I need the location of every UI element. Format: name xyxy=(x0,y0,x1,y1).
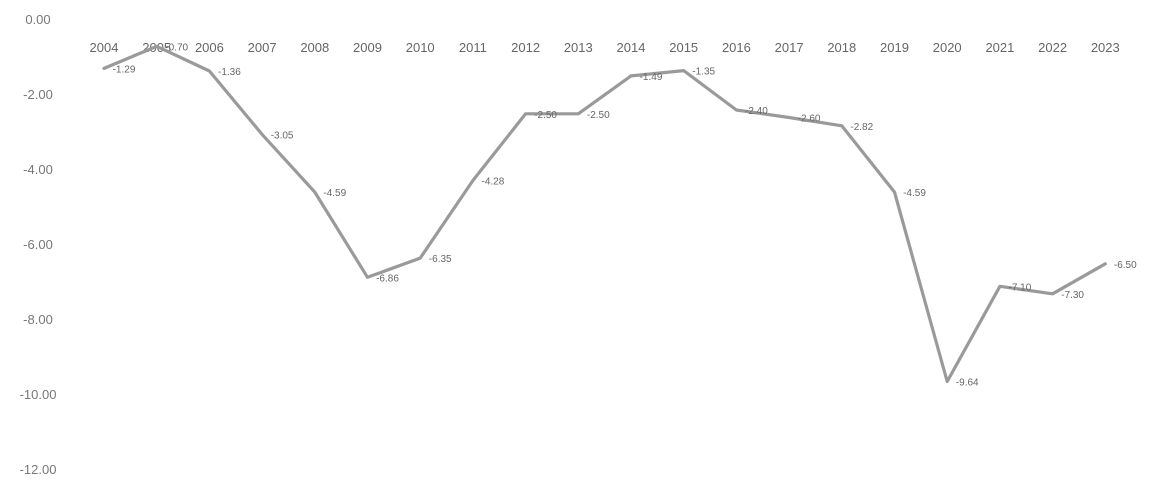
x-category-label: 2010 xyxy=(406,40,435,55)
x-category-label: 2004 xyxy=(90,40,119,55)
x-category-label: 2013 xyxy=(564,40,593,55)
x-category-label: 2021 xyxy=(985,40,1014,55)
x-category-label: 2017 xyxy=(775,40,804,55)
data-label: -2.50 xyxy=(534,110,557,121)
x-category-label: 2022 xyxy=(1038,40,1067,55)
data-label: -4.59 xyxy=(903,188,926,199)
data-label: -4.59 xyxy=(323,188,346,199)
data-label: -0.70 xyxy=(165,42,188,53)
y-tick-label: -10.00 xyxy=(20,387,57,402)
series-line-group xyxy=(102,44,1107,384)
y-axis-ticks: 0.00 -2.00 -4.00 -6.00 -8.00 -10.00 -12.00 xyxy=(20,12,57,477)
y-tick-label: -6.00 xyxy=(23,237,53,252)
x-category-label: 2016 xyxy=(722,40,751,55)
data-label: -6.50 xyxy=(1114,260,1137,271)
x-axis-categories: 2004 2005 2006 2007 2008 2009 2010 2011 2012 2013… xyxy=(90,40,1120,55)
data-label: -2.82 xyxy=(850,122,873,133)
data-label: -1.29 xyxy=(113,64,136,75)
data-label: -6.86 xyxy=(376,273,399,284)
data-label: -7.10 xyxy=(1009,282,1032,293)
x-category-label: 2014 xyxy=(617,40,646,55)
x-category-label: 2012 xyxy=(511,40,540,55)
data-label: -2.40 xyxy=(745,106,768,117)
data-label: -1.36 xyxy=(218,67,241,78)
series-line xyxy=(102,44,1107,384)
x-category-label: 2019 xyxy=(880,40,909,55)
data-label: -9.64 xyxy=(956,378,979,389)
x-category-label: 2011 xyxy=(459,40,487,55)
x-category-label: 2018 xyxy=(827,40,856,55)
data-label: -2.60 xyxy=(798,114,821,125)
data-label: -1.49 xyxy=(640,72,663,83)
x-category-label: 2023 xyxy=(1091,40,1120,55)
data-label: -3.05 xyxy=(271,130,294,141)
data-labels: -1.29 -0.70 -1.36 -3.05 -4.59 -6.86 -6.35 -4.28… xyxy=(113,42,1138,388)
data-label: -6.35 xyxy=(429,254,452,265)
y-tick-label: -2.00 xyxy=(23,87,53,102)
data-label: -4.28 xyxy=(482,177,505,188)
data-label: -7.30 xyxy=(1061,290,1084,301)
x-category-label: 2020 xyxy=(933,40,962,55)
x-category-label: 2009 xyxy=(353,40,382,55)
y-tick-label: -4.00 xyxy=(23,162,53,177)
data-label: -1.35 xyxy=(692,67,715,78)
x-category-label: 2008 xyxy=(300,40,329,55)
y-tick-label: -8.00 xyxy=(23,312,53,327)
x-category-label: 2006 xyxy=(195,40,224,55)
y-tick-label: 0.00 xyxy=(25,12,50,27)
x-category-label: 2007 xyxy=(248,40,277,55)
data-label: -2.50 xyxy=(587,110,610,121)
x-category-label: 2015 xyxy=(669,40,698,55)
y-tick-label: -12.00 xyxy=(20,462,57,477)
